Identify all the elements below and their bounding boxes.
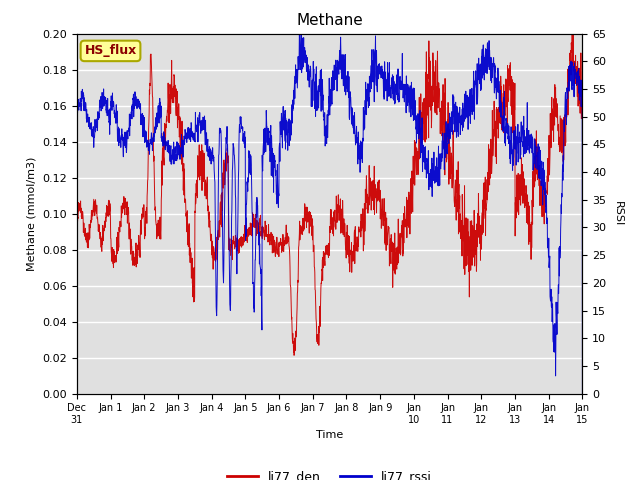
X-axis label: Time: Time	[316, 431, 343, 441]
Text: HS_flux: HS_flux	[84, 44, 136, 58]
Y-axis label: Methane (mmol/m3): Methane (mmol/m3)	[27, 156, 36, 271]
Legend: li77_den, li77_rssi: li77_den, li77_rssi	[222, 465, 437, 480]
Y-axis label: RSSI: RSSI	[613, 201, 623, 226]
Title: Methane: Methane	[296, 13, 363, 28]
